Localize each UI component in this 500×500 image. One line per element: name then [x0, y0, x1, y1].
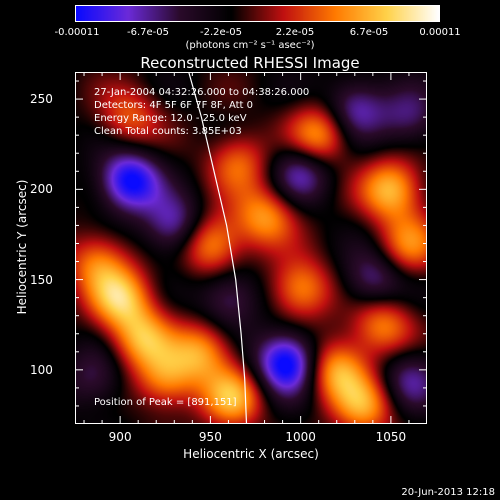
plot-frame: [75, 72, 427, 424]
x-tick-label: 900: [108, 430, 132, 444]
timestamp: 20-Jun-2013 12:18: [401, 487, 495, 498]
info-peak-position: Position of Peak = [891,151]: [94, 397, 237, 408]
colorbar-tick: -2.2e-05: [200, 27, 242, 38]
info-detectors: Detectors: 4F 5F 6F 7F 8F, Att 0: [94, 100, 254, 111]
y-tick-label: 250: [30, 92, 53, 107]
heatmap-image: [75, 72, 427, 424]
y-axis-label: Heliocentric Y (arcsec): [15, 179, 29, 315]
y-tick-label: 150: [30, 272, 53, 287]
x-tick-label: 950: [198, 430, 222, 444]
colorbar: [75, 5, 440, 22]
x-tick-label: 1000: [285, 430, 316, 444]
colorbar-units: (photons cm⁻² s⁻¹ asec⁻²): [185, 40, 315, 51]
colorbar-tick: 2.2e-05: [275, 27, 315, 38]
colorbar-tick: 0.00011: [419, 27, 461, 38]
x-tick-label: 1050: [375, 430, 407, 444]
chart-title: Reconstructed RHESSI Image: [140, 54, 360, 72]
y-tick-label: 200: [30, 182, 53, 197]
info-energy: Energy Range: 12.0 - 25.0 keV: [94, 113, 247, 124]
y-tick-label: 100: [30, 362, 53, 377]
colorbar-tick: 6.7e-05: [349, 27, 389, 38]
colorbar-tick: -6.7e-05: [127, 27, 169, 38]
info-clean: Clean Total counts: 3.85E+03: [94, 126, 242, 137]
info-time-range: 27-Jan-2004 04:32:26.000 to 04:38:26.000: [94, 87, 310, 98]
x-axis-label: Heliocentric X (arcsec): [183, 447, 319, 461]
heatmap-plot: [75, 72, 427, 424]
colorbar-tick: -0.00011: [54, 27, 100, 38]
solar-limb-curve: [188, 72, 248, 424]
